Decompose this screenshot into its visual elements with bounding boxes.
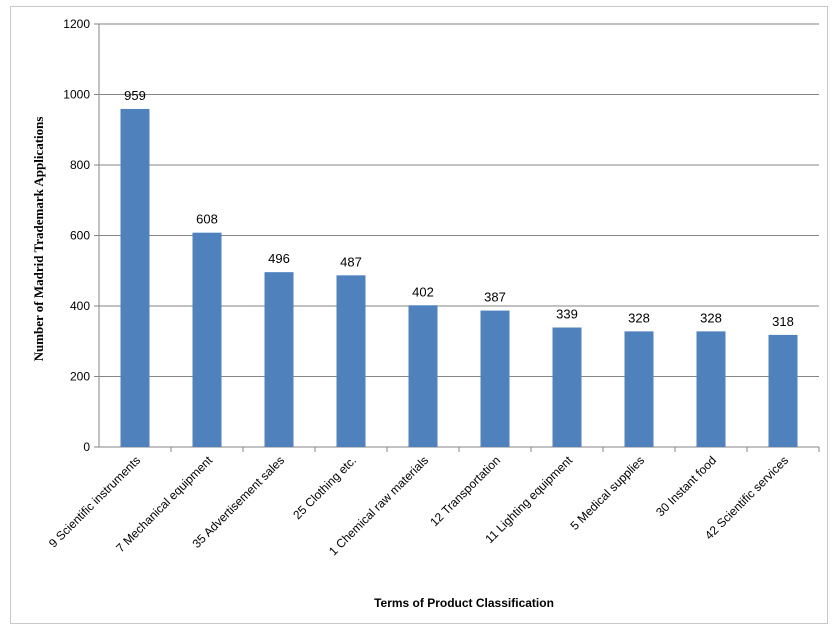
y-tick-label: 600 xyxy=(70,229,90,243)
data-label: 496 xyxy=(268,251,290,266)
data-label: 959 xyxy=(124,88,146,103)
y-tick-label: 1000 xyxy=(63,88,90,102)
category-label: 5 Medical supplies xyxy=(567,453,647,533)
bar xyxy=(624,331,654,447)
data-label: 608 xyxy=(196,212,218,227)
bar xyxy=(192,232,222,447)
bar xyxy=(696,331,726,447)
bar xyxy=(552,327,582,447)
data-label: 339 xyxy=(556,307,578,322)
category-label: 30 Instant food xyxy=(653,453,719,519)
y-tick-label: 0 xyxy=(83,440,90,454)
bar xyxy=(408,305,438,447)
bar xyxy=(120,108,150,447)
data-label: 487 xyxy=(340,254,362,269)
category-label: 25 Clothing etc. xyxy=(290,453,359,522)
y-tick-label: 800 xyxy=(70,158,90,172)
y-tick-labels: 0 200 400 600 800 1000 1200 xyxy=(63,17,90,454)
y-tick-label: 1200 xyxy=(63,17,90,31)
y-tick-label: 400 xyxy=(70,299,90,313)
data-label: 328 xyxy=(700,310,722,325)
data-label: 318 xyxy=(772,314,794,329)
bar-chart: 0 200 400 600 800 1000 1200 959 608 496 487 402 387… xyxy=(31,17,820,610)
bar xyxy=(264,272,294,447)
chart-frame: 0 200 400 600 800 1000 1200 959 608 496 487 402 387… xyxy=(10,6,828,624)
data-label: 328 xyxy=(628,310,650,325)
x-axis-title: Terms of Product Classification xyxy=(374,596,554,610)
bar xyxy=(480,310,510,447)
data-label: 387 xyxy=(484,290,506,305)
y-tick-label: 200 xyxy=(70,370,90,384)
bars xyxy=(120,108,798,447)
bar xyxy=(336,275,366,447)
category-label: 12 Transportation xyxy=(427,453,503,529)
y-axis-title: Number of Madrid Trademark Applications xyxy=(31,117,46,362)
bar xyxy=(768,334,798,447)
data-label: 402 xyxy=(412,284,434,299)
data-labels: 959 608 496 487 402 387 339 328 328 318 xyxy=(124,88,794,329)
